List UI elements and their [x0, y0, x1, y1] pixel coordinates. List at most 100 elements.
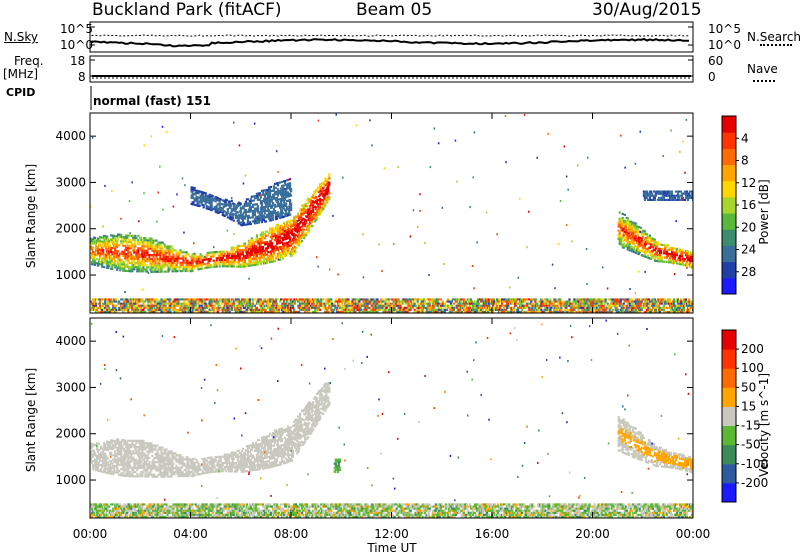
heatmap-cell	[233, 255, 236, 258]
heatmap-cell	[269, 185, 273, 188]
heatmap-cell	[174, 298, 177, 301]
heatmap-cell	[467, 310, 471, 313]
heatmap-cell	[221, 207, 224, 210]
heatmap-cell	[94, 255, 97, 258]
heatmap-cell	[319, 308, 322, 311]
heatmap-cell	[288, 232, 291, 235]
heatmap-cell	[241, 219, 244, 222]
heatmap-cell	[248, 216, 251, 219]
heatmap-cell	[392, 310, 395, 313]
heatmap-cell	[283, 300, 286, 303]
heatmap-cell	[507, 302, 510, 305]
heatmap-cell	[114, 249, 117, 252]
heatmap-cell	[250, 306, 253, 309]
heatmap-cell	[631, 300, 634, 303]
heatmap-cell	[282, 203, 285, 206]
heatmap-cell	[270, 200, 274, 203]
heatmap-cell	[270, 231, 274, 234]
heatmap-cell	[141, 245, 144, 248]
heatmap-cell	[381, 298, 384, 301]
heatmap-cell	[108, 252, 111, 255]
heatmap-cell	[272, 187, 276, 190]
heatmap-cell	[218, 265, 221, 268]
heatmap-cell	[113, 264, 116, 267]
heatmap-cell	[176, 259, 179, 262]
heatmap-cell	[179, 261, 182, 264]
heatmap-cell	[643, 304, 646, 307]
heatmap-cell	[655, 304, 658, 307]
heatmap-cell	[488, 300, 491, 303]
heatmap-cell	[137, 249, 140, 252]
heatmap-cell	[439, 298, 442, 301]
heatmap-cell	[210, 204, 213, 207]
date-label: 30/Aug/2015	[592, 0, 702, 20]
heatmap-cell	[272, 208, 276, 211]
heatmap-cell	[236, 244, 239, 247]
heatmap-cell	[583, 304, 586, 307]
heatmap-cell	[314, 191, 317, 194]
heatmap-cell	[106, 258, 109, 261]
noise-tick-left-bottom: 10^0	[60, 38, 93, 52]
heatmap-cell	[463, 308, 467, 311]
heatmap-cell	[120, 240, 123, 243]
noise-tick-left-top: 10^5	[60, 22, 93, 36]
heatmap-cell	[168, 302, 171, 305]
heatmap-cell	[90, 308, 93, 311]
heatmap-cell	[656, 310, 659, 313]
heatmap-cell	[215, 259, 218, 262]
heatmap-cell	[315, 195, 318, 198]
heatmap-cell	[98, 258, 101, 261]
heatmap-cell	[526, 306, 529, 309]
heatmap-cell	[205, 256, 208, 259]
heatmap-cell	[194, 304, 197, 307]
heatmap-cell	[622, 306, 625, 309]
heatmap-cell	[137, 255, 140, 258]
heatmap-cell	[208, 260, 211, 263]
heatmap-cell	[187, 253, 190, 256]
heatmap-cell	[426, 306, 429, 309]
heatmap-cell	[110, 298, 113, 301]
heatmap-cell	[377, 300, 380, 303]
heatmap-cell	[273, 260, 277, 263]
heatmap-cell	[595, 306, 598, 309]
heatmap-cell	[164, 258, 167, 261]
heatmap-cell	[666, 298, 670, 301]
heatmap-cell	[247, 202, 250, 205]
freq-tick-top: 18	[70, 54, 86, 68]
heatmap-cell	[226, 210, 229, 213]
noise-sky-label: N.Sky	[4, 30, 39, 44]
heatmap-cell	[203, 267, 206, 270]
heatmap-cell	[470, 300, 474, 303]
heatmap-cell	[318, 214, 321, 217]
heatmap-cell	[224, 205, 227, 208]
heatmap-cell	[210, 198, 213, 201]
heatmap-cell	[312, 306, 315, 309]
heatmap-cell	[169, 310, 172, 313]
heatmap-cell	[282, 306, 285, 309]
heatmap-cell	[677, 304, 681, 307]
heatmap-cell	[404, 308, 407, 311]
heatmap-cell	[144, 300, 147, 303]
heatmap-cell	[113, 234, 116, 237]
heatmap-cell	[156, 247, 159, 250]
heatmap-cell	[295, 240, 298, 243]
heatmap-cell	[587, 298, 590, 301]
heatmap-cell	[185, 251, 188, 254]
heatmap-cell	[604, 298, 607, 301]
heatmap-cell	[92, 298, 95, 301]
heatmap-cell	[201, 193, 204, 196]
heatmap-cell	[135, 306, 138, 309]
heatmap-cell	[233, 246, 236, 249]
heatmap-cell	[278, 306, 282, 309]
heatmap-cell	[455, 304, 458, 307]
heatmap-cell	[278, 189, 282, 192]
heatmap-cell	[167, 255, 170, 258]
heatmap-cell	[209, 257, 212, 260]
heatmap-cell	[357, 302, 360, 305]
heatmap-cell	[109, 261, 112, 264]
heatmap-cell	[299, 226, 302, 229]
heatmap-cell	[306, 302, 309, 305]
heatmap-cell	[137, 261, 140, 264]
heatmap-cell	[237, 263, 240, 266]
heatmap-cell	[168, 300, 171, 303]
